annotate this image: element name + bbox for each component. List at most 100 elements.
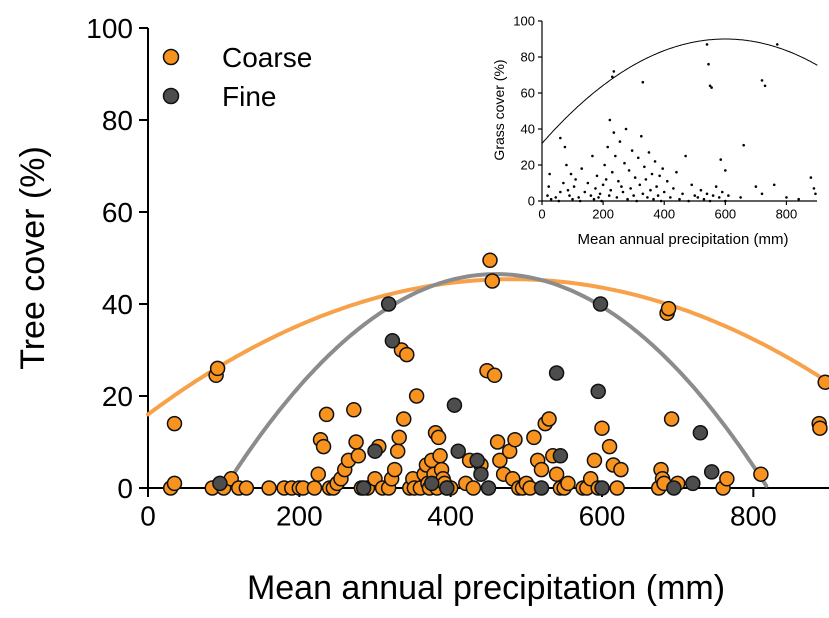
data-point-grass: [814, 192, 817, 196]
legend-label-coarse: Coarse: [222, 42, 312, 73]
data-point-grass: [629, 187, 632, 190]
data-point-grass: [699, 188, 703, 192]
data-point-grass: [635, 199, 639, 203]
data-point-coarse: [753, 466, 769, 482]
data-point-grass: [572, 185, 576, 188]
data-point-coarse: [719, 471, 735, 487]
main-x-axis-label: Mean annual precipitation (mm): [247, 569, 725, 607]
data-point-coarse: [533, 461, 550, 478]
data-point-fine: [355, 480, 372, 496]
data-point-grass: [684, 154, 687, 158]
data-point-grass: [621, 190, 625, 194]
data-point-grass: [714, 185, 718, 188]
data-point-coarse: [432, 448, 448, 464]
data-point-fine: [439, 480, 455, 496]
x-tick-label: 400: [653, 206, 675, 221]
main-x-ticks: 0 200 400 600 800: [140, 488, 777, 531]
data-point-grass: [557, 199, 561, 203]
data-point-grass: [565, 163, 568, 167]
data-point-grass: [717, 196, 721, 199]
data-point-grass: [719, 158, 723, 161]
data-point-grass: [708, 199, 712, 203]
data-point-grass: [597, 196, 600, 199]
data-point-grass: [710, 86, 713, 89]
inset-x-axis-label: Mean annual precipitation (mm): [578, 231, 789, 248]
data-point-coarse: [318, 406, 335, 423]
data-point-grass: [547, 185, 551, 188]
data-point-grass: [608, 118, 612, 122]
data-point-grass: [647, 151, 651, 154]
data-point-coarse: [166, 475, 183, 492]
data-point-grass: [672, 187, 675, 190]
data-point-grass: [653, 160, 657, 163]
data-point-coarse: [306, 480, 323, 496]
data-point-grass: [594, 187, 597, 190]
data-point-grass: [612, 131, 616, 134]
x-tick-label: 800: [776, 206, 798, 221]
x-tick-label: 600: [579, 500, 626, 531]
data-point-coarse: [315, 438, 332, 455]
y-tick-label: 60: [102, 197, 133, 228]
data-point-coarse: [209, 360, 226, 377]
data-point-grass: [681, 192, 684, 196]
data-point-coarse: [408, 388, 425, 404]
data-point-grass: [633, 176, 637, 179]
data-point-grass: [702, 197, 706, 201]
data-point-grass: [662, 190, 666, 194]
data-point-coarse: [548, 466, 565, 482]
data-point-grass: [610, 75, 614, 79]
y-tick-label: 100: [86, 13, 133, 44]
data-point-grass: [760, 79, 764, 82]
data-point-fine: [367, 443, 383, 459]
y-tick-label: 80: [102, 105, 133, 136]
data-point-grass: [655, 185, 658, 188]
data-point-fine: [594, 480, 610, 496]
data-point-grass: [658, 174, 661, 178]
data-point-fine: [692, 425, 709, 441]
data-point-fine: [533, 480, 550, 496]
data-point-grass: [578, 199, 582, 203]
data-point-coarse: [609, 480, 625, 496]
legend: Coarse Fine: [162, 42, 312, 112]
data-point-coarse: [310, 466, 326, 482]
y-tick-label: 20: [102, 381, 133, 412]
data-point-grass: [559, 190, 562, 194]
x-tick-label: 200: [276, 500, 323, 531]
data-point-grass: [583, 190, 587, 194]
inset-y-ticks: 0 20 40 60 80 100: [513, 14, 542, 209]
data-point-grass: [812, 187, 816, 190]
data-point-grass: [559, 136, 562, 140]
data-point-fine: [212, 475, 228, 492]
legend-marker-fine: [162, 87, 180, 105]
data-point-grass: [627, 169, 631, 172]
data-point-grass: [809, 176, 813, 179]
data-point-fine: [469, 452, 485, 469]
main-y-ticks: 0 20 40 60 80 100: [86, 13, 148, 504]
data-point-grass: [678, 197, 681, 201]
data-point-fine: [473, 466, 489, 482]
y-tick-label: 40: [521, 122, 535, 137]
data-point-coarse: [594, 420, 610, 436]
main-data-points: [162, 252, 829, 496]
data-point-grass: [595, 174, 599, 178]
data-point-coarse: [386, 461, 403, 478]
data-point-grass: [711, 194, 715, 197]
data-point-grass: [708, 84, 712, 88]
data-point-coarse: [613, 461, 629, 478]
data-point-grass: [562, 181, 565, 185]
data-point-grass: [665, 179, 669, 183]
data-point-grass: [724, 199, 727, 203]
x-tick-label: 0: [140, 500, 156, 531]
y-tick-label: 80: [521, 50, 535, 65]
data-point-fine: [592, 296, 609, 312]
inset-chart: 0 20 40 60 80 100 0 200 400 600 800 Grass cover (…: [491, 14, 818, 248]
data-point-grass: [675, 170, 678, 174]
data-point-grass: [693, 194, 697, 197]
data-point-grass: [754, 185, 758, 188]
data-point-grass: [650, 172, 654, 176]
data-point-grass: [690, 183, 694, 187]
x-tick-label: 600: [714, 206, 736, 221]
data-point-grass: [603, 163, 606, 167]
